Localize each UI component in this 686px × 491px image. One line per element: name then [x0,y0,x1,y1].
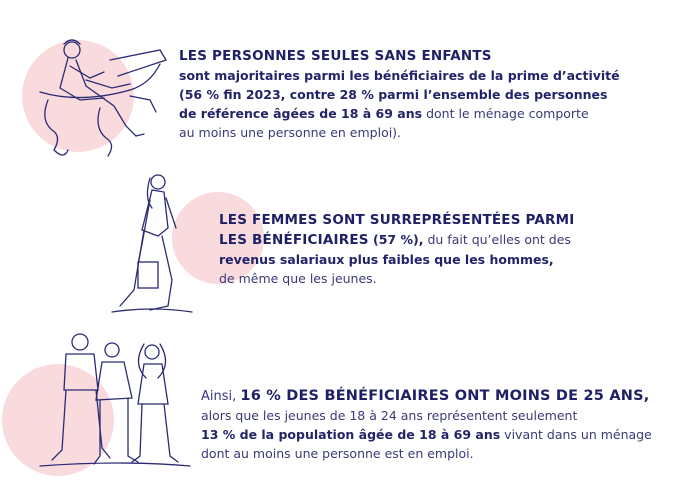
pink-circle [2,364,114,476]
text-run: LES BÉNÉFICIAIRES [219,232,369,248]
text-run: de référence âgées de 18 à 69 ans [179,106,423,121]
text-line: alors que les jeunes de 18 à 24 ans repr… [201,406,652,425]
text-run: vivant dans un ménage [500,427,652,442]
text-line: dont au moins une personne est en emploi… [201,444,652,463]
text-block: LES PERSONNES SEULES SANS ENFANTS sont ma… [179,46,620,142]
text-run: dont le ménage comporte [422,106,589,121]
text-run: LES FEMMES SONT SURREPRÉSENTÉES PARMI [219,212,575,228]
text-line: 13 % de la population âgée de 18 à 69 an… [201,425,652,444]
text-run: (57 %), [368,232,424,247]
text-run: de même que les jeunes. [219,271,377,286]
text-line: revenus salariaux plus faibles que les h… [219,250,575,269]
text-run: revenus salariaux plus faibles que les h… [219,252,554,267]
text-block: LES FEMMES SONT SURREPRÉSENTÉES PARMI LES… [219,210,575,288]
text-run: Ainsi, [201,389,241,404]
pink-circle [22,40,134,152]
text-line: de même que les jeunes. [219,269,575,288]
text-line: (56 % fin 2023, contre 28 % parmi l’ense… [179,85,620,104]
text-run: du fait qu’elles ont des [423,232,571,247]
person-on-bench [39,39,167,157]
text-run: dont au moins une personne est en emploi… [201,446,474,461]
text-run: sont majoritaires parmi les bénéficiaire… [179,68,620,83]
text-line: de référence âgées de 18 à 69 ans dont l… [179,104,620,123]
text-line: LES PERSONNES SEULES SANS ENFANTS [179,46,620,66]
three-young-people [39,333,191,467]
text-run: (56 % fin 2023, contre 28 % parmi l’ense… [179,87,608,102]
text-line: LES FEMMES SONT SURREPRÉSENTÉES PARMI [219,210,575,230]
text-run: 13 % de la population âgée de 18 à 69 an… [201,427,501,442]
pink-circle [172,192,264,284]
text-run: alors que les jeunes de 18 à 24 ans repr… [201,408,578,423]
text-run: 16 % DES BÉNÉFICIAIRES ONT MOINS DE 25 A… [240,388,650,404]
text-line: sont majoritaires parmi les bénéficiaire… [179,66,620,85]
text-line: au moins une personne en emploi). [179,123,620,142]
text-run: LES PERSONNES SEULES SANS ENFANTS [179,48,492,64]
text-line: LES BÉNÉFICIAIRES (57 %), du fait qu’ell… [219,230,575,250]
walking-woman [111,174,193,313]
text-line: Ainsi, 16 % DES BÉNÉFICIAIRES ONT MOINS … [201,387,652,406]
text-run: au moins une personne en emploi). [179,125,402,140]
text-block: Ainsi, 16 % DES BÉNÉFICIAIRES ONT MOINS … [201,387,652,463]
